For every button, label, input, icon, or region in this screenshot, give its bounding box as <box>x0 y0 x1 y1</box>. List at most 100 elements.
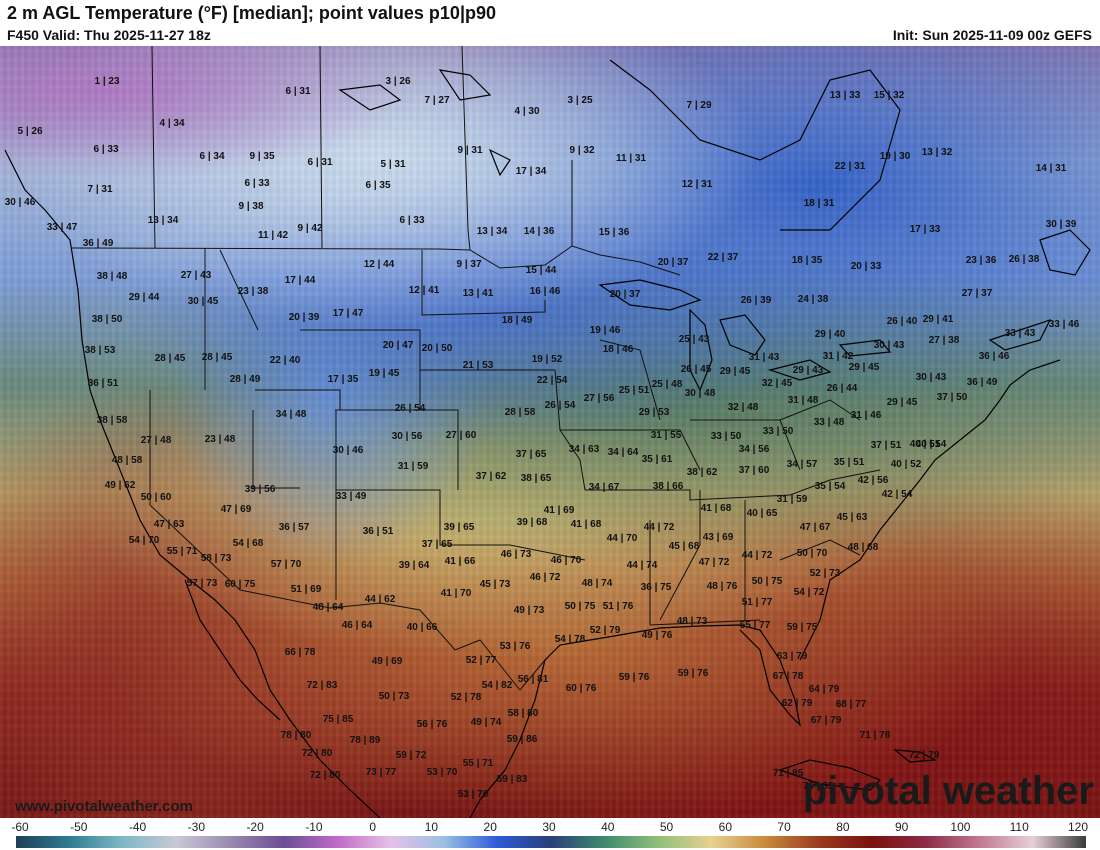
point-value: 30 | 43 <box>873 340 905 351</box>
point-value: 48 | 76 <box>706 581 738 592</box>
point-value: 42 | 56 <box>857 475 889 486</box>
point-value: 44 | 62 <box>364 594 396 605</box>
point-value: 59 | 76 <box>677 668 709 679</box>
point-value: 19 | 52 <box>531 354 563 365</box>
chart-header: 2 m AGL Temperature (°F) [median]; point… <box>0 0 1100 46</box>
point-value: 27 | 43 <box>180 270 212 281</box>
point-value: 18 | 46 <box>602 344 634 355</box>
point-value: 49 | 62 <box>104 480 136 491</box>
point-value: 11 | 42 <box>257 230 289 241</box>
point-value: 26 | 38 <box>1008 254 1040 265</box>
point-value: 34 | 48 <box>275 409 307 420</box>
point-value: 55 | 71 <box>462 758 494 769</box>
legend-tick-label: 80 <box>836 820 850 834</box>
point-value: 56 | 81 <box>517 674 549 685</box>
point-value: 48 | 58 <box>111 455 143 466</box>
point-value: 50 | 73 <box>378 691 410 702</box>
point-value: 34 | 56 <box>738 444 770 455</box>
point-value: 5 | 31 <box>380 159 406 170</box>
point-value: 4 | 34 <box>159 118 185 129</box>
point-value: 41 | 70 <box>440 588 472 599</box>
point-value: 59 | 83 <box>496 774 528 785</box>
point-value: 17 | 47 <box>332 308 364 319</box>
point-value: 52 | 78 <box>450 692 482 703</box>
point-value: 63 | 79 <box>776 651 808 662</box>
point-value: 32 | 48 <box>727 402 759 413</box>
legend-tick-label: -60 <box>11 820 29 834</box>
point-value: 48 | 73 <box>676 616 708 627</box>
temperature-map[interactable]: 1 | 23 5 | 26 6 | 33 4 | 34 7 | 31 30 | 46 33 … <box>0 46 1100 818</box>
point-value: 51 | 76 <box>602 601 634 612</box>
point-value: 25 | 48 <box>651 379 683 390</box>
point-value: 31 | 59 <box>397 461 429 472</box>
point-value: 9 | 38 <box>238 201 264 212</box>
point-value: 1 | 23 <box>94 76 120 87</box>
point-value: 14 | 31 <box>1035 163 1067 174</box>
point-value: 78 | 80 <box>280 730 312 741</box>
legend-tick-label: -40 <box>128 820 147 834</box>
point-value: 25 | 43 <box>678 334 710 345</box>
point-value: 38 | 65 <box>520 473 552 484</box>
point-value: 22 | 37 <box>707 252 739 263</box>
point-value: 59 | 72 <box>395 750 427 761</box>
point-value: 60 | 76 <box>565 683 597 694</box>
point-value: 27 | 37 <box>961 288 993 299</box>
point-value: 6 | 34 <box>199 151 225 162</box>
point-value: 37 | 51 <box>870 440 902 451</box>
point-value: 31 | 42 <box>822 351 854 362</box>
point-value: 60 | 75 <box>224 579 256 590</box>
point-value: 40 | 65 <box>746 508 778 519</box>
point-value: 37 | 60 <box>738 465 770 476</box>
point-value: 33 | 48 <box>813 417 845 428</box>
point-value: 23 | 38 <box>237 286 269 297</box>
point-value: 6 | 33 <box>399 215 425 226</box>
point-value: 54 | 68 <box>232 538 264 549</box>
point-value: 39 | 56 <box>244 484 276 495</box>
point-value: 41 | 66 <box>444 556 476 567</box>
point-value: 3 | 26 <box>385 76 411 87</box>
legend-tick-label: -10 <box>305 820 323 834</box>
point-value: 72 | 79 <box>908 750 940 761</box>
point-value: 6 | 33 <box>93 144 119 155</box>
point-value: 46 | 73 <box>500 549 532 560</box>
point-value: 72 | 80 <box>301 748 333 759</box>
point-value: 29 | 45 <box>848 362 880 373</box>
point-value: 51 | 69 <box>290 584 322 595</box>
point-value: 9 | 35 <box>249 151 275 162</box>
point-value: 6 | 35 <box>365 180 391 191</box>
point-value: 40 | 54 <box>915 439 947 450</box>
point-value: 5 | 26 <box>17 126 43 137</box>
point-value: 71 | 85 <box>772 768 804 779</box>
point-value: 45 | 68 <box>668 541 700 552</box>
point-value: 18 | 49 <box>501 315 533 326</box>
point-value: 59 | 75 <box>786 622 818 633</box>
point-value: 34 | 64 <box>607 447 639 458</box>
point-value: 7 | 29 <box>686 100 712 111</box>
point-value: 39 | 64 <box>398 560 430 571</box>
point-value: 38 | 50 <box>91 314 123 325</box>
point-value: 34 | 63 <box>568 444 600 455</box>
point-value: 20 | 39 <box>288 312 320 323</box>
point-value: 22 | 31 <box>834 161 866 172</box>
point-value: 21 | 53 <box>462 360 494 371</box>
point-value: 67 | 78 <box>772 671 804 682</box>
point-value: 13 | 34 <box>476 226 508 237</box>
point-value: 13 | 34 <box>147 215 179 226</box>
point-value: 48 | 74 <box>581 578 613 589</box>
point-value: 29 | 40 <box>814 329 846 340</box>
point-value: 36 | 75 <box>640 582 672 593</box>
point-value: 31 | 59 <box>776 494 808 505</box>
point-value: 20 | 37 <box>609 289 641 300</box>
point-value: 6 | 33 <box>244 178 270 189</box>
legend-tick-label: 120 <box>1067 820 1089 834</box>
point-value: 42 | 54 <box>881 489 913 500</box>
point-value: 33 | 49 <box>335 491 367 502</box>
point-value: 29 | 44 <box>128 292 160 303</box>
point-value: 46 | 70 <box>550 555 582 566</box>
point-value: 46 | 64 <box>341 620 373 631</box>
point-value: 41 | 68 <box>570 519 602 530</box>
point-value: 22 | 40 <box>269 355 301 366</box>
point-value: 51 | 77 <box>741 597 773 608</box>
point-value: 11 | 31 <box>615 153 647 164</box>
point-value: 66 | 78 <box>284 647 316 658</box>
